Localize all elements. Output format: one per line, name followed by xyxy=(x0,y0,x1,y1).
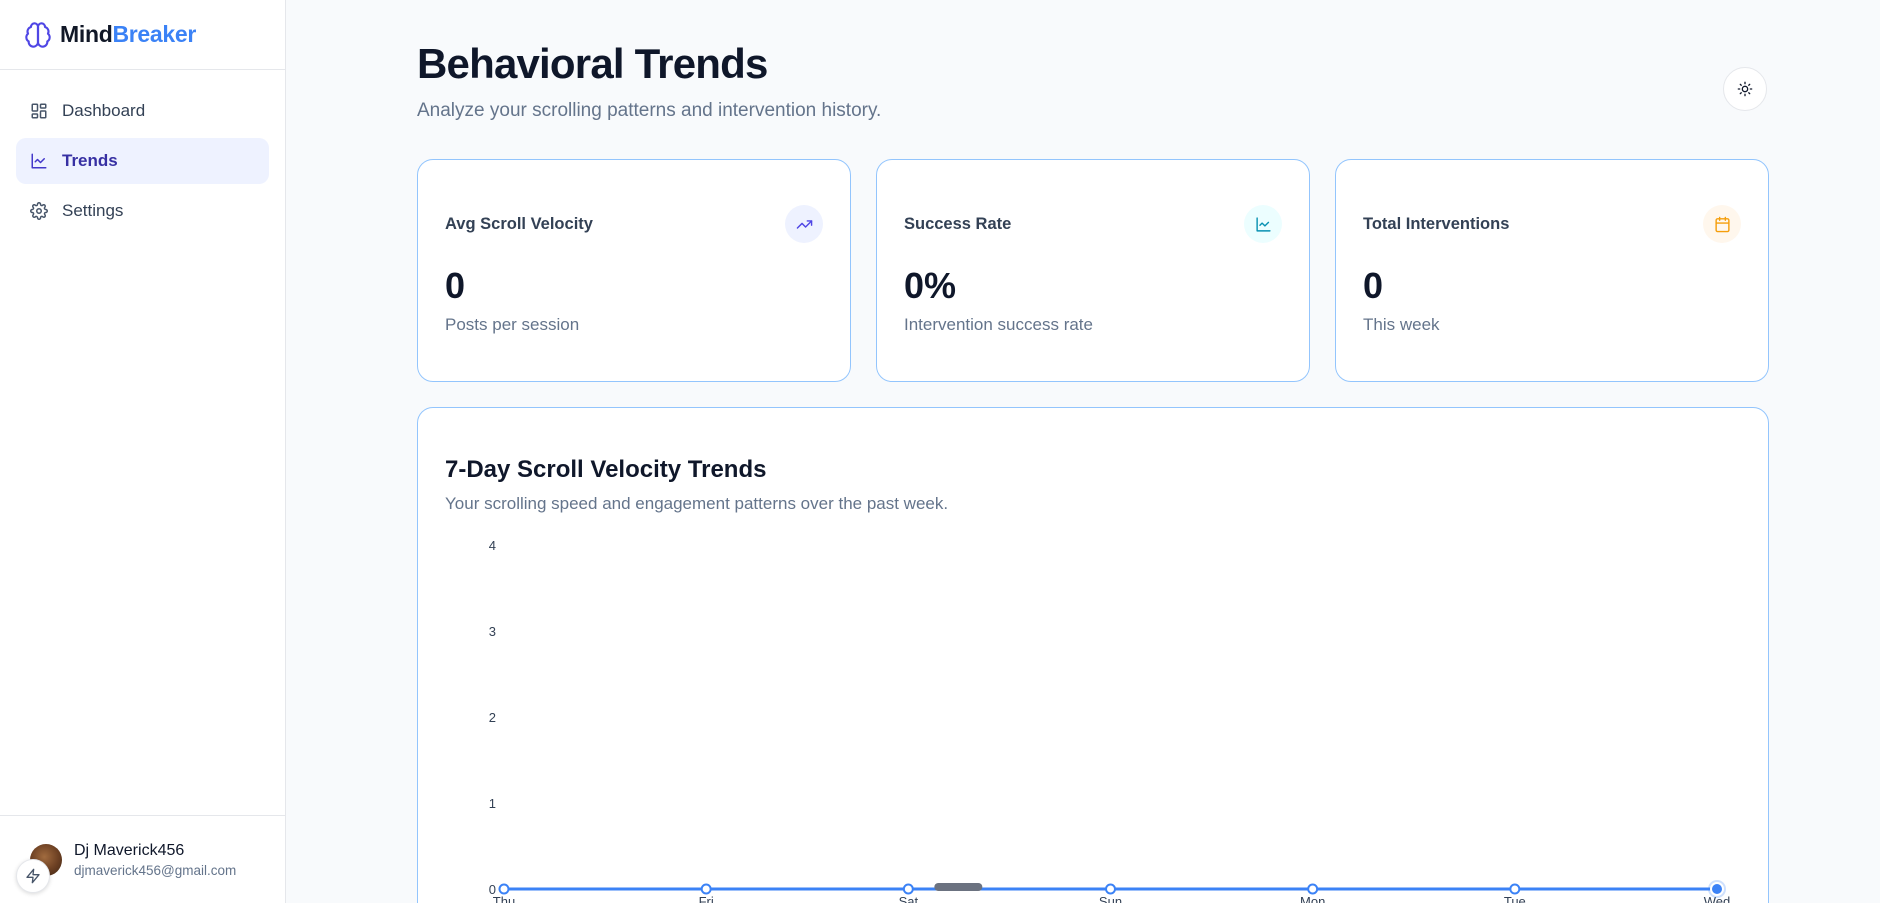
scroll-velocity-line-chart[interactable]: 0 1 2 3 4 Thu Fri Sat Sun Mon Tue Wed xyxy=(418,408,1770,903)
stat-card-description: This week xyxy=(1363,315,1440,334)
sidebar-item-label: Settings xyxy=(62,201,124,220)
stat-card-label: Success Rate xyxy=(904,215,1012,233)
x-tick-label: Sat xyxy=(899,894,919,903)
sidebar-nav: Dashboard Trends Settings xyxy=(0,70,285,256)
stat-card-value: 0% xyxy=(904,265,957,306)
x-tick-label: Mon xyxy=(1300,894,1325,903)
chart-subtitle: Your scrolling speed and engagement patt… xyxy=(445,494,949,513)
y-tick-label: 0 xyxy=(489,882,496,897)
sidebar-item-dashboard[interactable]: Dashboard xyxy=(16,88,269,134)
stat-card-value: 0 xyxy=(1363,265,1384,306)
stat-card-description: Posts per session xyxy=(445,315,580,334)
data-point xyxy=(700,883,712,895)
scroll-velocity-chart-card: 7-Day Scroll Velocity Trends Your scroll… xyxy=(417,407,1769,903)
data-point xyxy=(1105,883,1116,895)
data-point xyxy=(498,883,510,895)
brand-name[interactable]: MindBreaker xyxy=(60,21,196,48)
lightning-icon xyxy=(26,868,40,884)
sidebar-item-trends[interactable]: Trends xyxy=(16,138,269,184)
calendar-icon xyxy=(1714,216,1730,232)
brand-name-part1: Mind xyxy=(60,21,113,47)
stat-card-icon-wrap xyxy=(785,205,823,243)
page-subtitle: Analyze your scrolling patterns and inte… xyxy=(417,100,882,121)
page-title: Behavioral Trends xyxy=(417,40,768,87)
chart-title: 7-Day Scroll Velocity Trends xyxy=(445,456,767,483)
sidebar-item-label: Trends xyxy=(62,151,118,170)
line-chart-icon xyxy=(1255,216,1271,232)
gear-icon xyxy=(30,202,48,220)
data-point xyxy=(1509,883,1521,895)
dashboard-icon xyxy=(31,103,47,119)
stat-card-value: 0 xyxy=(445,265,466,306)
stats-cards: Avg Scroll Velocity 0 Posts per session … xyxy=(417,159,1769,382)
stat-card-avg-scroll-velocity: Avg Scroll Velocity 0 Posts per session xyxy=(417,159,851,382)
line-chart-icon xyxy=(31,153,47,169)
quick-action-button[interactable] xyxy=(16,859,50,893)
sun-icon xyxy=(1737,81,1753,97)
stat-card-label: Avg Scroll Velocity xyxy=(445,215,593,233)
sidebar-item-label: Dashboard xyxy=(62,101,146,120)
brand-name-part2: Breaker xyxy=(112,21,197,47)
theme-toggle-button[interactable] xyxy=(1723,67,1767,111)
x-tick-label: Tue xyxy=(1504,894,1526,903)
stat-card-label: Total Interventions xyxy=(1363,215,1510,233)
x-tick-label: Sun xyxy=(1099,894,1122,903)
x-tick-label: Thu xyxy=(493,894,515,903)
brand-header: MindBreaker xyxy=(0,0,285,70)
x-tick-label: Wed xyxy=(1704,894,1731,903)
brain-logo-icon xyxy=(25,21,51,48)
stat-card-description: Intervention success rate xyxy=(904,315,1093,334)
user-name: Dj Maverick456 xyxy=(74,841,185,859)
sidebar: MindBreaker Dashboard Trends Settings D xyxy=(0,0,286,903)
user-email: djmaverick456@gmail.com xyxy=(74,862,237,878)
y-tick-label: 1 xyxy=(489,796,496,811)
tooltip-handle xyxy=(934,883,983,891)
y-tick-label: 4 xyxy=(489,538,496,553)
sidebar-item-settings[interactable]: Settings xyxy=(16,188,269,234)
trending-up-icon xyxy=(796,219,812,229)
y-tick-label: 2 xyxy=(489,710,496,725)
active-data-point xyxy=(1710,882,1724,896)
y-tick-label: 3 xyxy=(489,624,496,639)
x-tick-label: Fri xyxy=(699,894,714,903)
stat-card-icon-wrap xyxy=(1703,205,1741,243)
data-point xyxy=(902,883,914,895)
stat-card-icon-wrap xyxy=(1244,205,1282,243)
stat-card-total-interventions: Total Interventions 0 This week xyxy=(1335,159,1769,382)
stat-card-success-rate: Success Rate 0% Intervention success rat… xyxy=(876,159,1310,382)
data-point xyxy=(1307,883,1319,895)
